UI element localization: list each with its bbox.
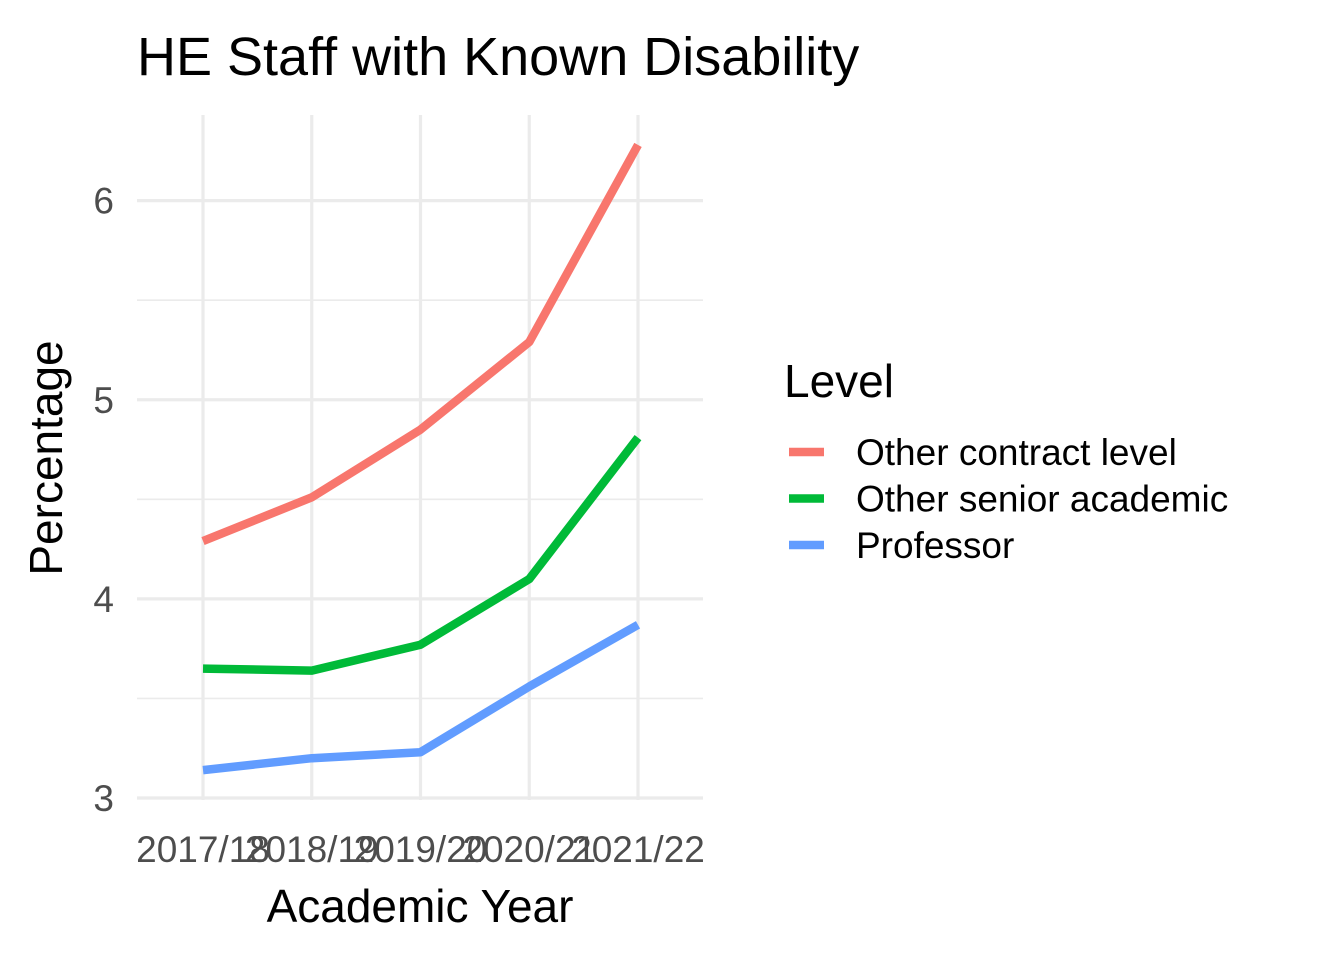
grid [137,115,703,800]
legend-label: Other contract level [856,432,1177,473]
y-tick-label: 3 [93,778,114,819]
x-tick-label: 2019/20 [354,829,488,870]
legend-items: Other contract level Other senior academi… [789,432,1228,566]
series-line [202,621,641,775]
legend-label: Professor [856,525,1014,566]
y-tick-label: 4 [93,579,114,620]
y-axis-title: Percentage [20,340,72,575]
chart-title: HE Staff with Known Disability [137,27,859,87]
x-tick-label: 2018/19 [245,829,379,870]
y-axis-ticks: 3 4 5 6 [93,181,114,819]
legend: Level Other contract level Other senior a… [784,355,1228,566]
series-line [201,142,642,546]
y-tick-label: 6 [93,181,114,222]
y-tick-label: 5 [93,380,114,421]
x-axis-title: Academic Year [267,880,574,932]
x-tick-label: 2017/18 [136,829,270,870]
series-lines [201,142,642,775]
legend-title: Level [784,355,894,407]
x-tick-label: 2020/21 [462,829,596,870]
legend-label: Other senior academic [856,479,1228,520]
x-tick-label: 2021/22 [571,829,705,870]
series-line [202,435,642,675]
